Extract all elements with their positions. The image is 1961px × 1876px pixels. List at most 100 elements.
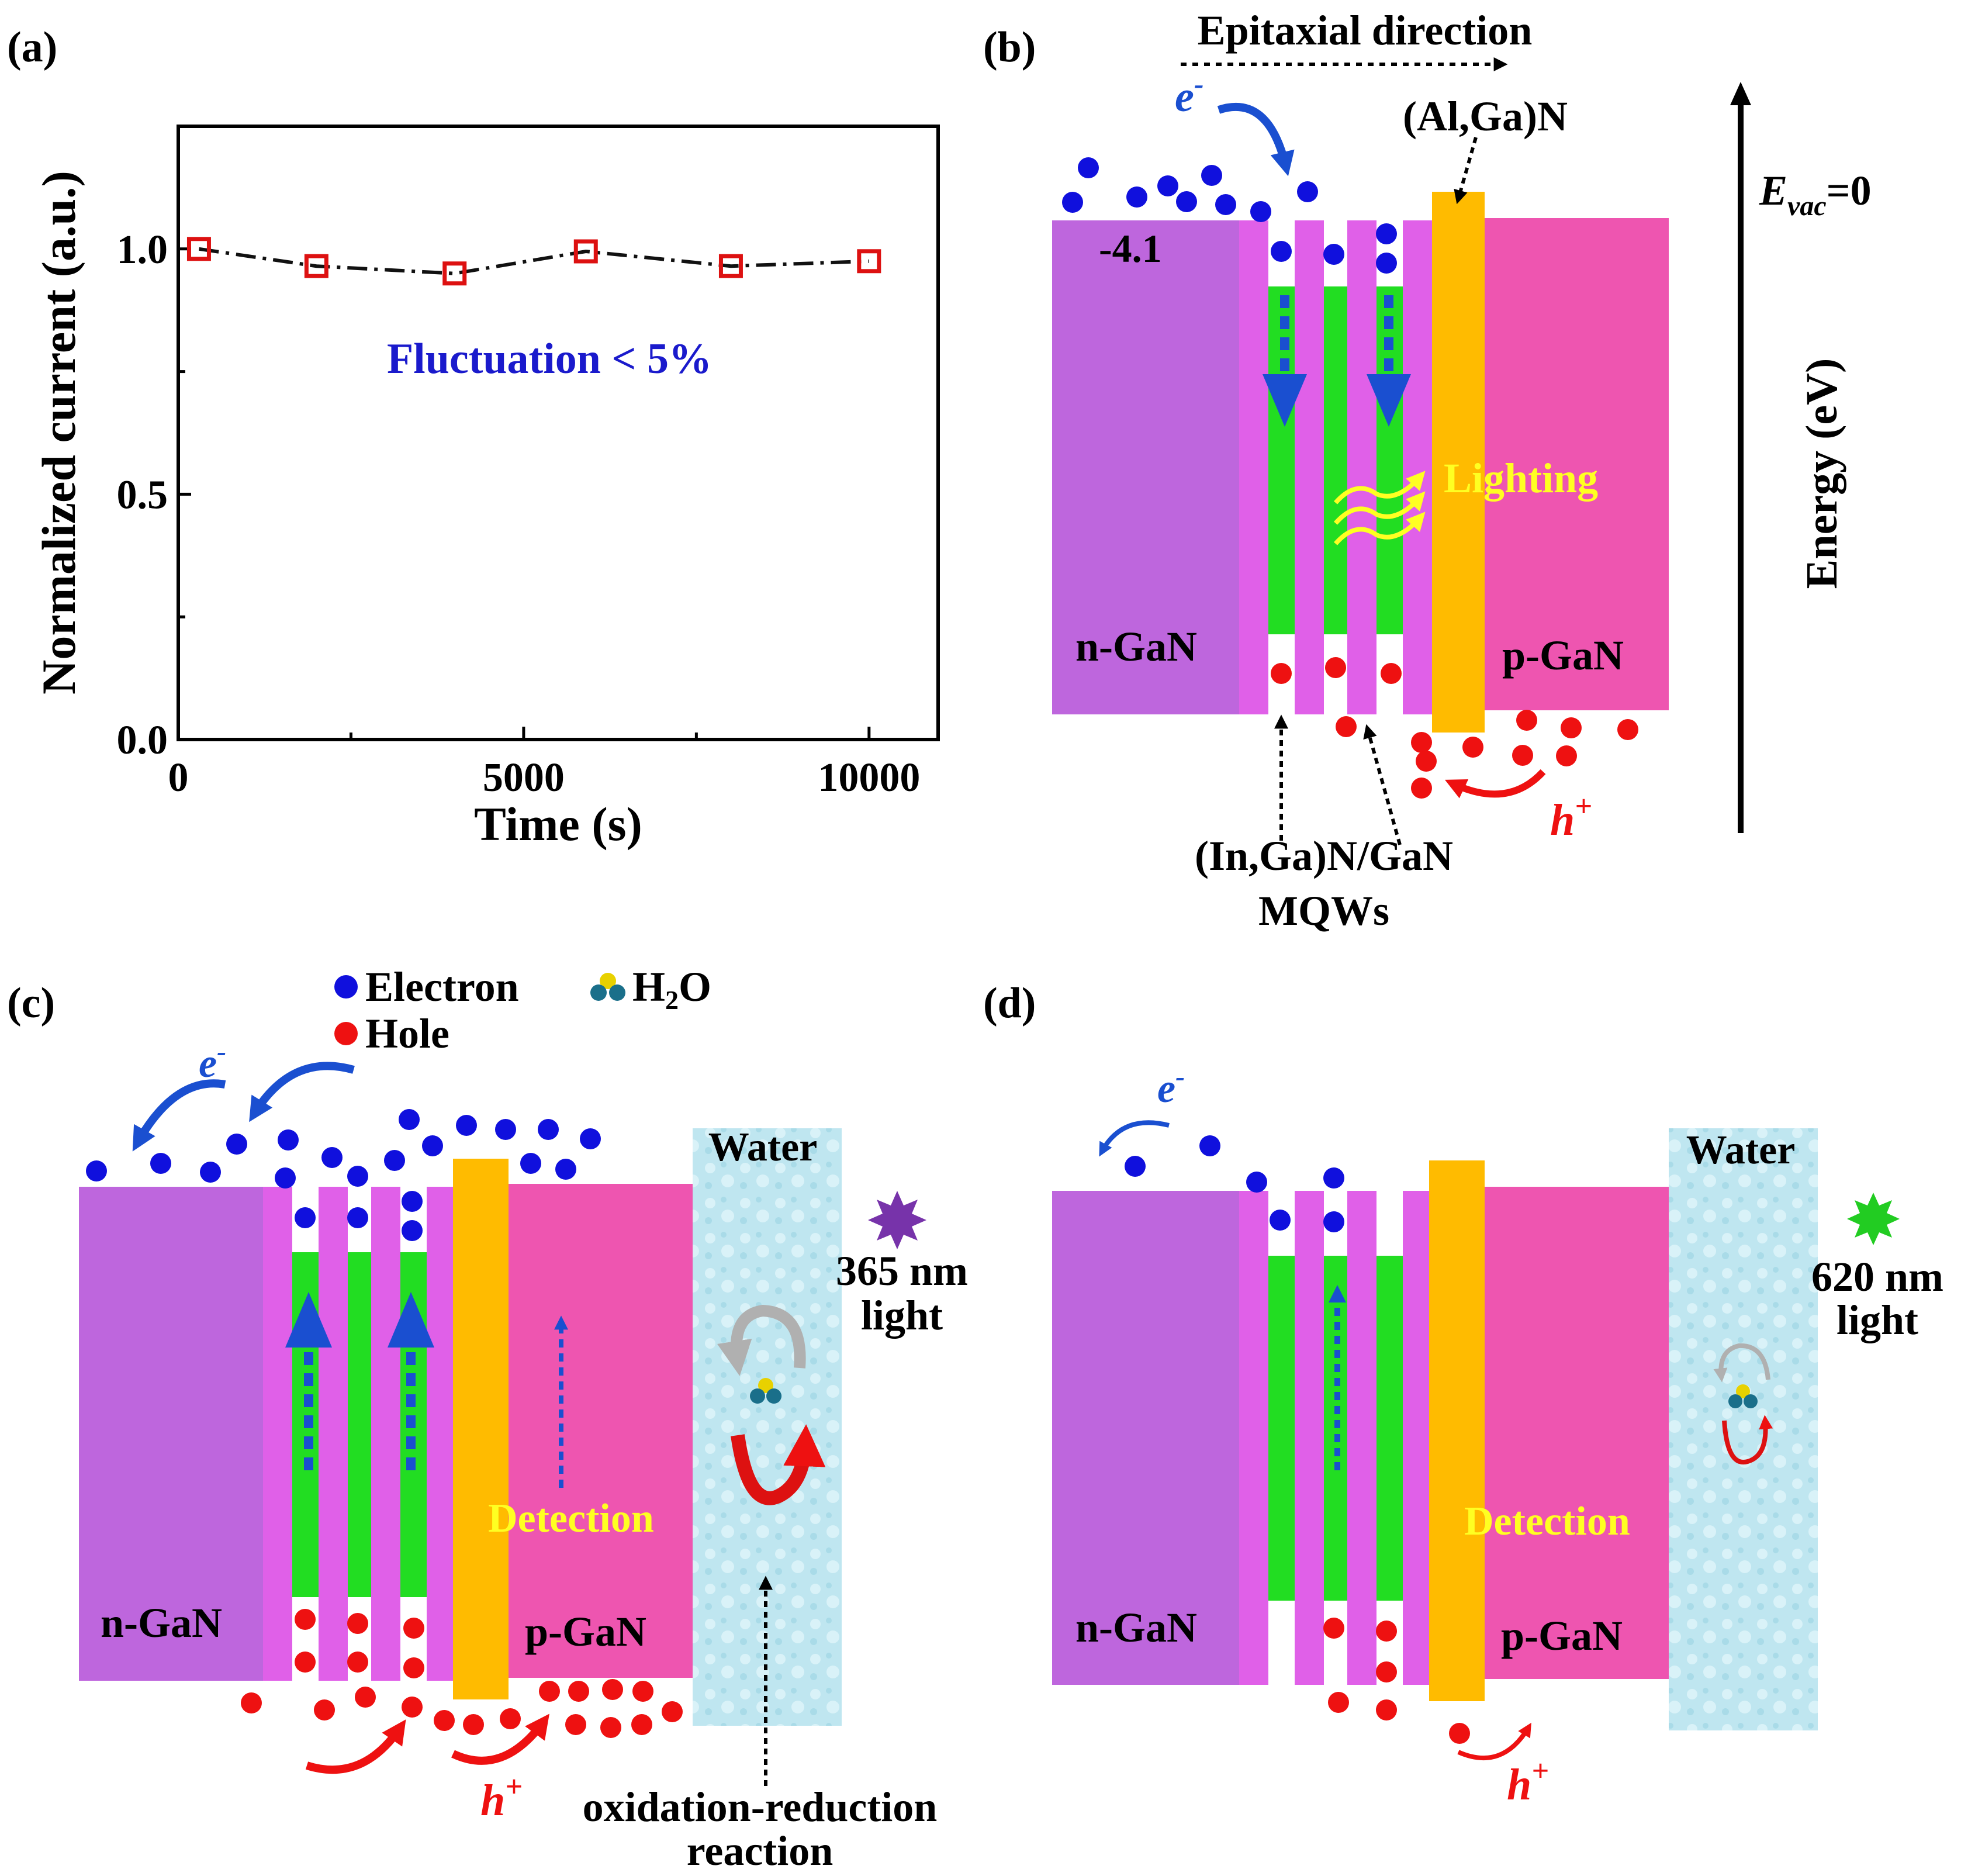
p-gan-label: p-GaN <box>1501 1612 1623 1659</box>
tick-label-y-1: 0.5 <box>117 472 168 517</box>
algan-pointer <box>1454 137 1478 205</box>
light-label-line2: light <box>1837 1297 1918 1343</box>
well-layer <box>1376 1256 1403 1601</box>
hole <box>241 1692 262 1713</box>
well-layer <box>1268 1256 1295 1601</box>
electrons <box>1125 1135 1344 1232</box>
p-gan-layer <box>1485 218 1669 710</box>
hole <box>600 1717 621 1738</box>
hole <box>1512 745 1533 766</box>
electron <box>321 1147 343 1168</box>
electron <box>1215 194 1236 215</box>
hole <box>602 1679 623 1700</box>
data-point-marker <box>857 249 881 274</box>
legend-electron-dot <box>334 975 358 999</box>
relaxation-arrowhead <box>1367 374 1411 427</box>
data-point-marker <box>186 237 211 261</box>
hole <box>402 1697 423 1718</box>
svg-text:0: 0 <box>168 755 189 800</box>
legend-h2o-label: H2O <box>632 963 711 1015</box>
barrier-layer <box>427 1187 453 1681</box>
hole <box>1516 710 1537 731</box>
h2o-molecule-icon <box>750 1378 781 1404</box>
barrier-layer <box>1239 1191 1268 1685</box>
hole <box>1271 663 1292 684</box>
hole <box>1381 663 1402 684</box>
panel-a: (a) 0 5000 10000 0.0 0.5 1.0 Time (s) No… <box>7 23 940 851</box>
photocarrier-arrowhead <box>388 1292 434 1348</box>
p-gan-layer <box>1485 1187 1669 1679</box>
hole <box>1449 1723 1470 1744</box>
barrier-layer <box>1295 220 1324 714</box>
electron <box>1323 244 1344 265</box>
tick-label-y-2: 1.0 <box>117 227 168 272</box>
axis-ticks <box>177 247 871 741</box>
barrier-layer <box>1347 220 1376 714</box>
hole <box>347 1613 368 1634</box>
n-gan-label: n-GaN <box>1075 623 1197 670</box>
electron <box>1323 1211 1344 1232</box>
algan-label: (Al,Ga)N <box>1403 93 1568 140</box>
electron <box>1250 201 1271 222</box>
electron <box>422 1135 443 1156</box>
h2o-molecule-icon <box>590 973 625 1001</box>
panel-label-b: (b) <box>983 23 1036 71</box>
barrier-layer <box>1403 220 1432 714</box>
p-gan-label: p-GaN <box>1502 632 1624 679</box>
n-gan-layer <box>79 1187 263 1681</box>
hole-flow-arrow <box>1457 1722 1531 1761</box>
electron <box>1078 157 1099 178</box>
electron <box>1270 1210 1291 1231</box>
water-region <box>1669 1128 1818 1730</box>
red-light-star-icon <box>1847 1193 1900 1245</box>
epitaxial-label: Epitaxial direction <box>1198 7 1533 54</box>
tick-label-x-0: 0 <box>168 755 189 800</box>
photocarrier-arrowhead <box>285 1292 332 1348</box>
reaction-cycle-arrow <box>731 1424 826 1505</box>
holes <box>1271 657 1638 799</box>
barrier-layer <box>319 1187 348 1681</box>
light-ray <box>1333 491 1426 525</box>
electron <box>1376 253 1397 274</box>
hole-flow-arrow <box>451 1713 549 1765</box>
hole <box>295 1652 316 1673</box>
hole <box>631 1714 652 1735</box>
light-label-line1: 620 nm <box>1811 1253 1943 1300</box>
panel-label-a: (a) <box>7 23 57 71</box>
series-line <box>199 247 869 275</box>
x-axis-label: Time (s) <box>474 797 642 851</box>
hole <box>662 1701 683 1722</box>
electron <box>402 1220 423 1241</box>
svg-text:0.0: 0.0 <box>117 718 168 763</box>
electron <box>1246 1172 1267 1193</box>
electron <box>1297 181 1318 202</box>
legend-hole-dot <box>334 1022 358 1045</box>
hole <box>295 1609 316 1630</box>
fluctuation-annotation: Fluctuation < 5% <box>387 335 712 383</box>
algan-layer <box>453 1159 509 1699</box>
data-markers <box>186 237 881 286</box>
barrier-layer <box>1403 1191 1429 1685</box>
hole <box>463 1714 484 1735</box>
vacuum-level-label: -4.1 <box>1099 226 1162 271</box>
hole <box>565 1714 586 1735</box>
electron <box>226 1134 247 1155</box>
reaction-cycle-arrow <box>717 1304 806 1376</box>
light-ray <box>1333 512 1426 545</box>
energy-axis-label: Energy (eV) <box>1797 358 1846 589</box>
electron <box>1323 1167 1344 1189</box>
electron <box>1062 192 1083 213</box>
electron <box>580 1128 601 1149</box>
data-point-marker <box>304 254 328 278</box>
energy-axis-arrowhead <box>1730 82 1751 105</box>
electron <box>399 1109 420 1130</box>
barrier-layer <box>1295 1191 1324 1685</box>
electron-escape-arrow <box>1099 1120 1170 1157</box>
legend-hole-label: Hole <box>365 1010 449 1057</box>
p-gan-layer <box>509 1184 693 1678</box>
well-gap <box>1268 1601 1295 1685</box>
n-gan-layer <box>1052 1191 1239 1685</box>
data-point-marker <box>718 254 743 278</box>
hole <box>1411 778 1432 799</box>
electron-injection-arrow <box>1217 103 1295 177</box>
